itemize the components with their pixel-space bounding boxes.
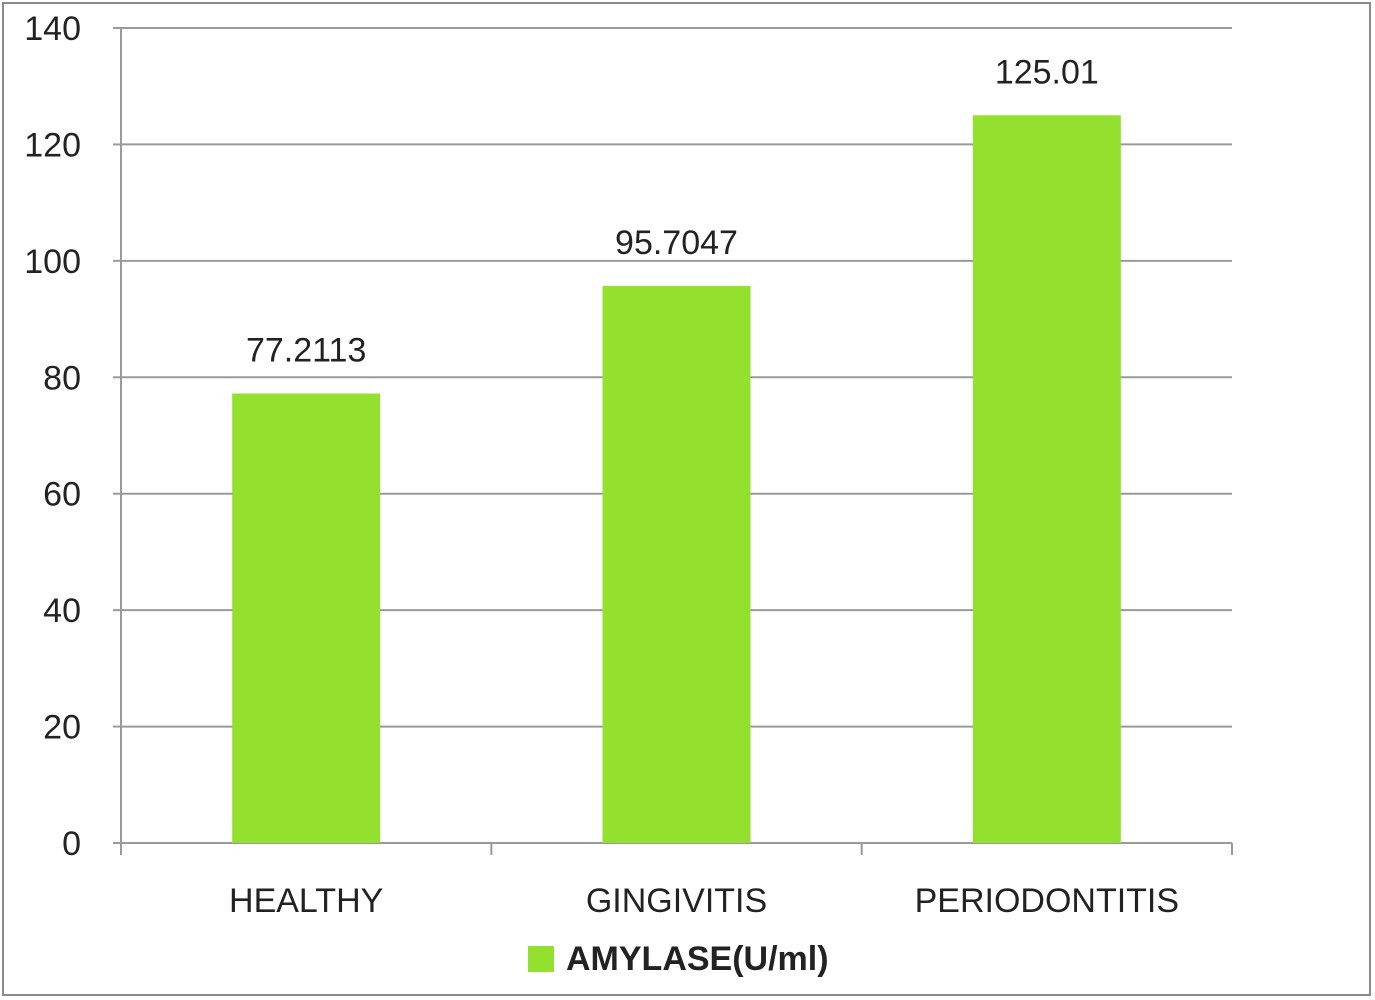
data-labels: 77.2113 95.7047 125.01 — [246, 53, 1099, 369]
bar — [972, 115, 1121, 844]
legend-swatch — [528, 946, 554, 972]
x-axis-category-labels: HEALTHY GINGIVITIS PERIODONTITIS — [229, 882, 1179, 920]
y-tick-label: 0 — [62, 825, 81, 863]
data-label: 125.01 — [995, 53, 1099, 91]
data-label: 95.7047 — [615, 224, 738, 262]
y-tick-label: 100 — [24, 243, 81, 281]
bar — [602, 285, 751, 843]
y-tick-label: 140 — [24, 10, 81, 48]
bar — [232, 393, 381, 843]
x-category-label: HEALTHY — [229, 882, 383, 920]
y-tick-label: 60 — [43, 476, 81, 514]
y-tick-label: 40 — [43, 592, 81, 630]
legend-label: AMYLASE(U/ml) — [566, 940, 829, 978]
x-category-label: PERIODONTITIS — [915, 882, 1179, 920]
data-label: 77.2113 — [246, 332, 366, 370]
y-tick-label: 20 — [43, 709, 81, 747]
y-tick-label: 80 — [43, 359, 81, 397]
y-axis-tick-labels: 0 20 40 60 80 100 120 140 — [24, 10, 81, 863]
y-tick-label: 120 — [24, 126, 81, 164]
x-category-label: GINGIVITIS — [586, 882, 767, 920]
bars — [232, 115, 1121, 844]
legend: AMYLASE(U/ml) — [528, 940, 829, 978]
